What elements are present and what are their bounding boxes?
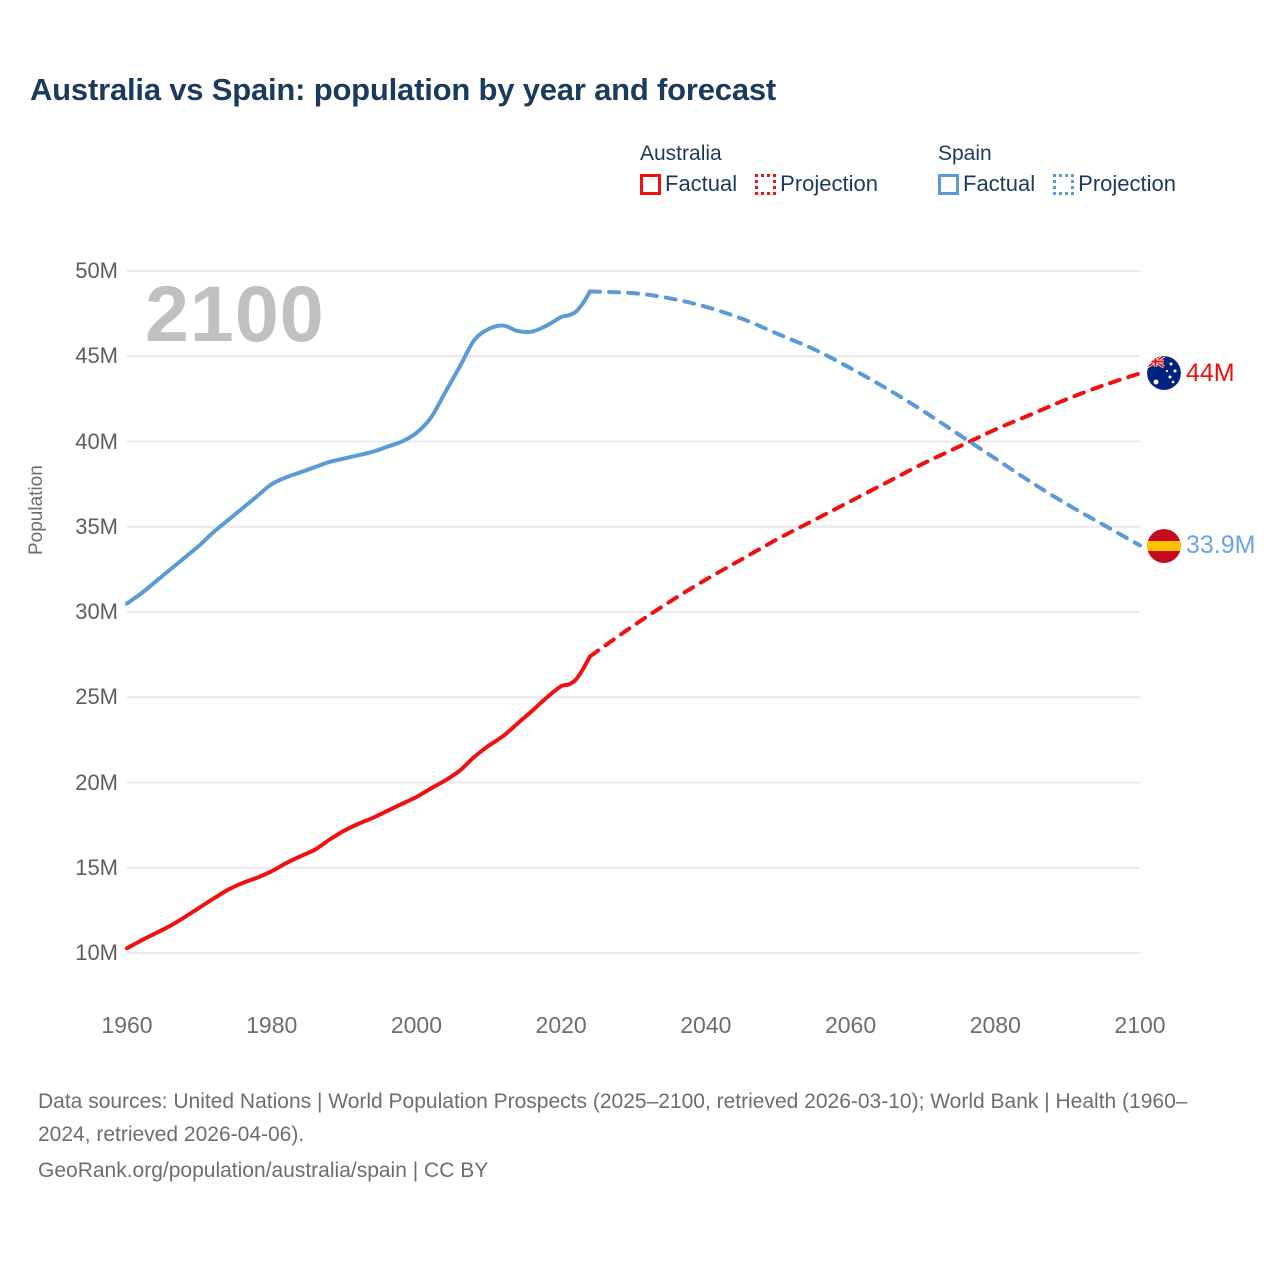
y-tick-label: 10M <box>75 940 118 965</box>
end-label-australia: 44M <box>1147 356 1235 391</box>
legend-swatch-solid-icon <box>640 173 661 195</box>
chart-legend: Australia Factual Projection Spain Factu… <box>640 142 1176 196</box>
legend-label-australia-projection: Projection <box>780 171 878 196</box>
legend-item-spain-projection[interactable]: Projection <box>1053 172 1176 196</box>
page-title: Australia vs Spain: population by year a… <box>30 72 777 107</box>
spain-flag-icon <box>1147 528 1181 563</box>
year-watermark: 2100 <box>145 269 325 358</box>
legend-group-australia: Australia Factual Projection <box>640 142 878 196</box>
x-tick-label: 2000 <box>390 1012 443 1038</box>
legend-item-spain-factual[interactable]: Factual <box>938 172 1035 196</box>
x-tick-label: 2080 <box>969 1012 1021 1038</box>
y-tick-label: 15M <box>75 854 118 880</box>
series-line-factual-spain <box>125 289 593 606</box>
legend-item-australia-projection[interactable]: Projection <box>755 172 878 196</box>
legend-item-australia-factual[interactable]: Factual <box>640 172 737 196</box>
legend-swatch-solid-icon <box>938 173 959 195</box>
legend-group-title-australia: Australia <box>640 142 722 165</box>
x-tick-label: 2100 <box>1114 1012 1166 1038</box>
legend-swatch-dotted-icon <box>755 173 777 195</box>
legend-group-spain: Spain Factual Projection <box>938 142 1176 196</box>
series-line-factual-australia <box>125 654 593 951</box>
series-line-projection-australia <box>588 371 1142 659</box>
australia-flag-icon <box>1147 356 1181 391</box>
legend-group-title-spain: Spain <box>938 142 992 165</box>
y-tick-label: 40M <box>75 428 118 454</box>
x-tick-label: 2060 <box>824 1012 877 1038</box>
end-label-spain: 33.9M <box>1147 528 1256 563</box>
end-value-australia: 44M <box>1186 358 1235 387</box>
legend-swatch-dotted-icon <box>1053 173 1075 195</box>
y-tick-label: 45M <box>75 343 118 369</box>
x-tick-label: 1980 <box>246 1012 298 1038</box>
footer: Data sources: United Nations | World Pop… <box>38 1085 1228 1187</box>
y-tick-label: 30M <box>75 599 118 624</box>
series-line-projection-spain <box>588 289 1142 548</box>
legend-label-spain-factual: Factual <box>963 171 1036 196</box>
footer-sources: Data sources: United Nations | World Pop… <box>38 1090 1188 1146</box>
footer-attribution: GeoRank.org/population/australia/spain |… <box>38 1159 489 1182</box>
y-tick-label: 50M <box>75 258 118 283</box>
y-axis-ticks: 10M 15M 20M 25M 30M 35M 40M 45M 50M <box>0 0 118 1280</box>
legend-label-australia-factual: Factual <box>665 171 738 196</box>
y-tick-label: 20M <box>75 769 118 795</box>
x-tick-label: 2020 <box>535 1012 587 1038</box>
y-tick-label: 35M <box>75 513 118 539</box>
y-tick-label: 25M <box>75 684 118 710</box>
end-value-spain: 33.9M <box>1186 531 1256 559</box>
legend-label-spain-projection: Projection <box>1078 171 1176 196</box>
x-tick-label: 2040 <box>680 1012 732 1038</box>
x-tick-label: 1960 <box>101 1012 153 1038</box>
